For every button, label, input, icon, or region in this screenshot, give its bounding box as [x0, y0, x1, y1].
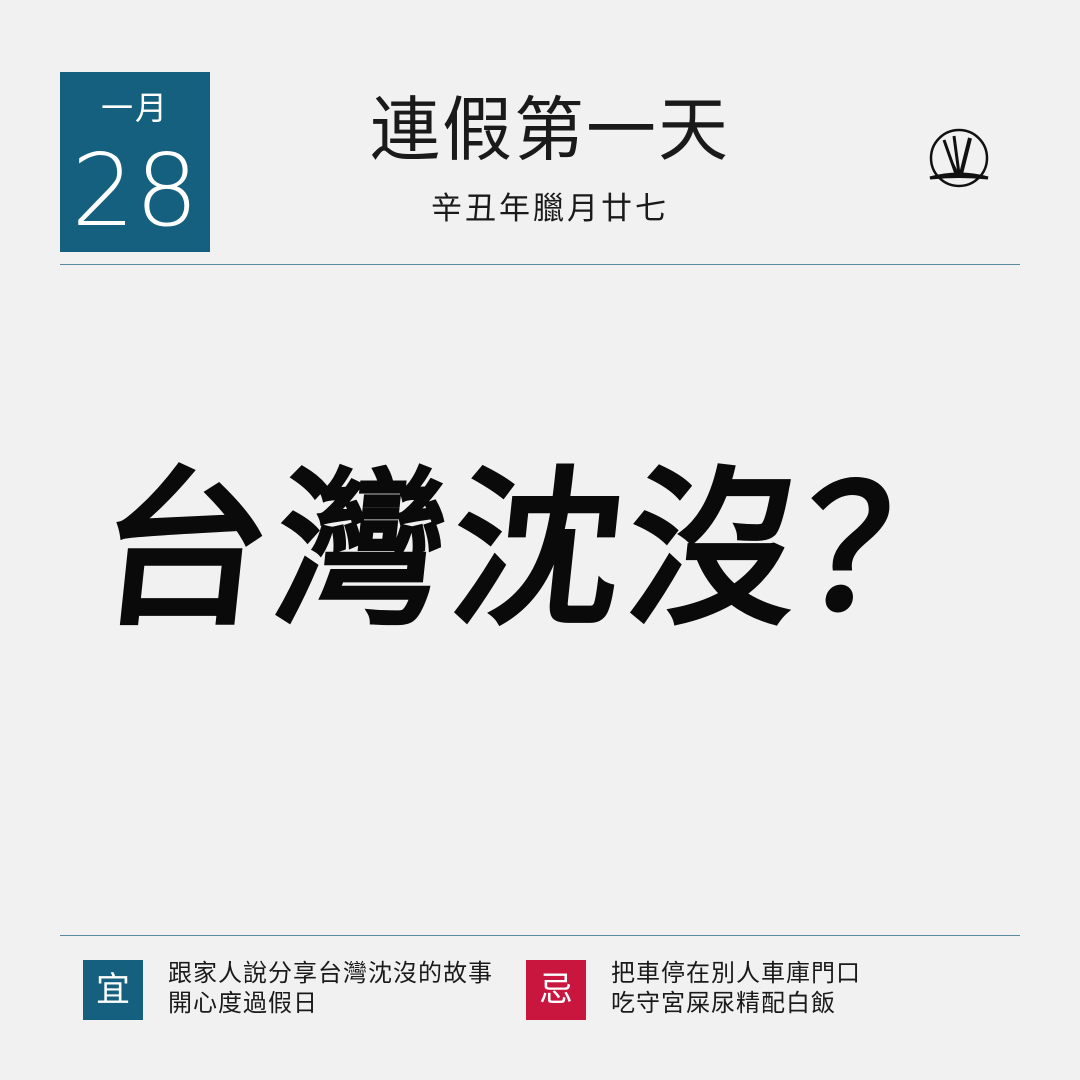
- do-list: 跟家人說分享台灣沈沒的故事 開心度過假日: [168, 958, 493, 1018]
- dont-list: 把車停在別人車庫門口 吃守宮屎尿精配白飯: [611, 958, 861, 1018]
- hero-calligraphy: 台灣沈沒？: [89, 450, 991, 650]
- dont-badge: 忌: [526, 960, 586, 1020]
- page-title: 連假第一天: [370, 89, 730, 171]
- header-divider: [60, 264, 1020, 265]
- do-item: 跟家人說分享台灣沈沒的故事: [168, 959, 493, 987]
- date-badge: 一月 28: [60, 72, 210, 252]
- date-day: 28: [71, 132, 199, 249]
- do-item: 開心度過假日: [168, 989, 318, 1017]
- lunar-date: 辛丑年臘月廿七: [431, 191, 669, 227]
- footer-divider: [60, 935, 1020, 936]
- dont-item: 吃守宮屎尿精配白飯: [611, 989, 836, 1017]
- brush-emblem-icon: [929, 128, 989, 188]
- do-badge: 宜: [83, 960, 143, 1020]
- dont-item: 把車停在別人車庫門口: [611, 959, 861, 987]
- date-month: 一月: [100, 89, 169, 127]
